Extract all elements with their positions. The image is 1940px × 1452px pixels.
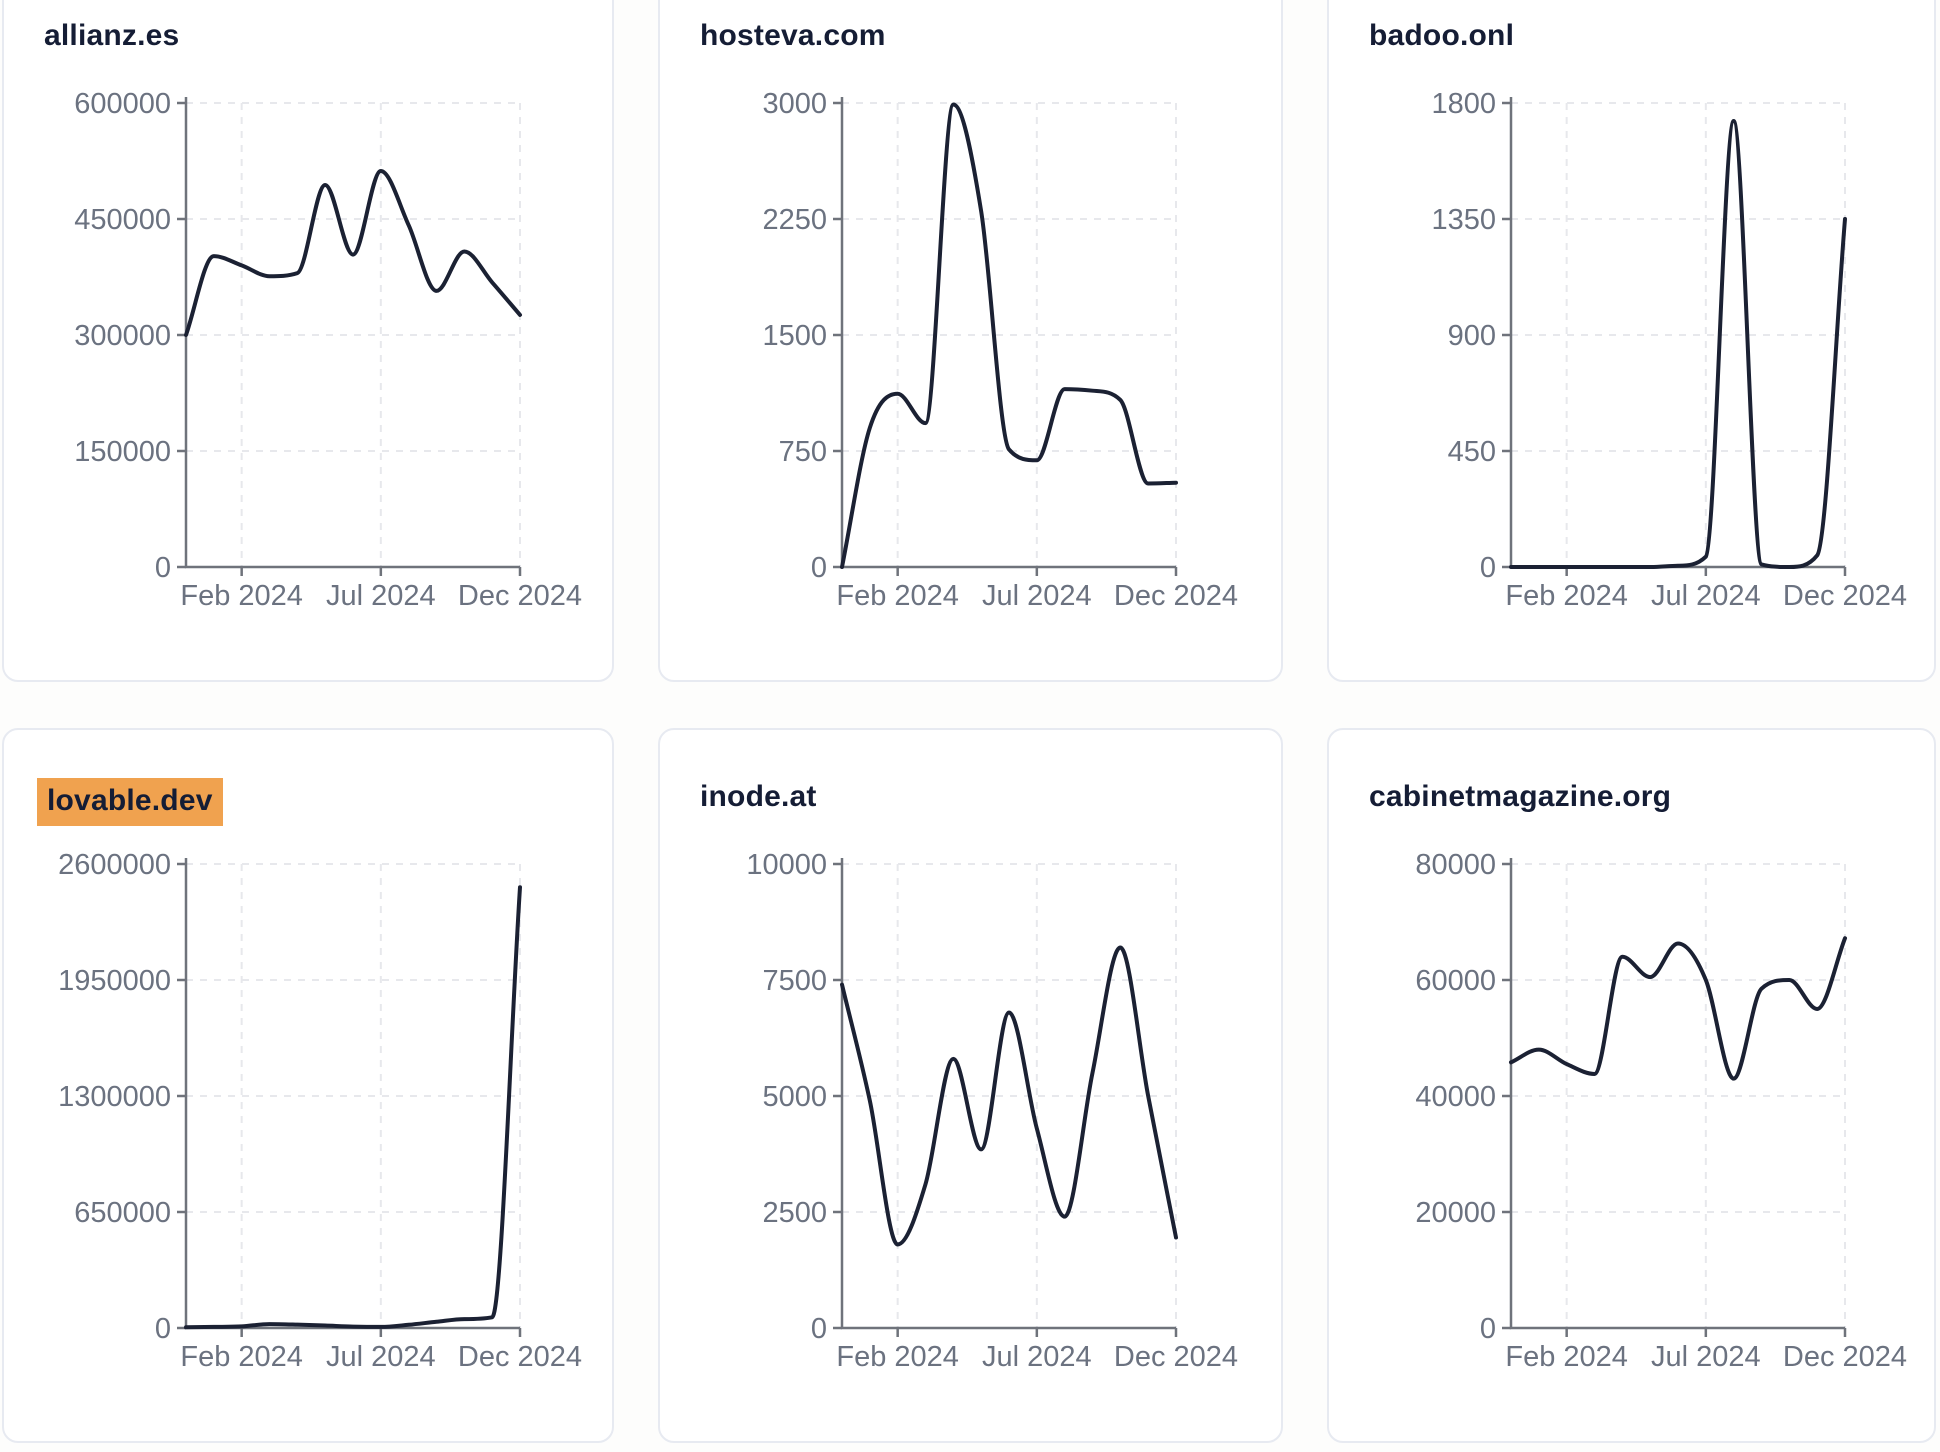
svg-text:Dec 2024: Dec 2024 bbox=[1783, 1341, 1907, 1373]
svg-text:3000: 3000 bbox=[762, 88, 827, 120]
svg-text:150000: 150000 bbox=[74, 436, 171, 468]
chart-title-text: badoo.onl bbox=[1369, 19, 1515, 52]
svg-text:Feb 2024: Feb 2024 bbox=[180, 1341, 303, 1373]
svg-text:1950000: 1950000 bbox=[58, 965, 171, 997]
svg-text:80000: 80000 bbox=[1415, 849, 1496, 881]
svg-text:2600000: 2600000 bbox=[58, 849, 171, 881]
svg-text:Jul 2024: Jul 2024 bbox=[326, 580, 436, 612]
svg-text:0: 0 bbox=[1480, 1313, 1496, 1345]
chart-title: allianz.es bbox=[44, 17, 179, 55]
chart-card-inode-at: inode.at 0 2500 5000 7500 10000 Feb 2024 Jul 2… bbox=[658, 728, 1283, 1443]
line-chart-inode-at: 0 2500 5000 7500 10000 Feb 2024 Jul 2024 Dec 20… bbox=[746, 849, 1238, 1373]
svg-text:Feb 2024: Feb 2024 bbox=[1505, 580, 1628, 612]
svg-text:0: 0 bbox=[1480, 552, 1496, 584]
svg-text:Jul 2024: Jul 2024 bbox=[1651, 580, 1761, 612]
svg-text:Feb 2024: Feb 2024 bbox=[836, 1341, 959, 1373]
chart-card-badoo-onl: badoo.onl 0 450 900 1350 1800 Feb 2024 Jul 202… bbox=[1327, 0, 1936, 682]
svg-text:0: 0 bbox=[155, 552, 171, 584]
chart-title: cabinetmagazine.org bbox=[1369, 778, 1671, 816]
svg-text:Dec 2024: Dec 2024 bbox=[1783, 580, 1907, 612]
svg-text:5000: 5000 bbox=[762, 1081, 827, 1113]
svg-text:2250: 2250 bbox=[762, 204, 827, 236]
chart-title-text: hosteva.com bbox=[700, 19, 886, 52]
svg-text:0: 0 bbox=[811, 1313, 827, 1345]
chart-card-lovable-dev: lovable.dev 0 650000 1300000 1950000 2600000… bbox=[2, 728, 614, 1443]
line-chart-hosteva-com: 0 750 1500 2250 3000 Feb 2024 Jul 2024 Dec 2024 bbox=[762, 88, 1238, 612]
chart-title-text: inode.at bbox=[700, 780, 817, 813]
svg-text:Feb 2024: Feb 2024 bbox=[180, 580, 303, 612]
chart-title-text: allianz.es bbox=[44, 19, 180, 52]
svg-text:Dec 2024: Dec 2024 bbox=[1114, 1341, 1238, 1373]
svg-text:Feb 2024: Feb 2024 bbox=[836, 580, 959, 612]
line-chart-lovable-dev: 0 650000 1300000 1950000 2600000 Feb 2024 Jul … bbox=[58, 849, 582, 1373]
svg-text:300000: 300000 bbox=[74, 320, 171, 352]
svg-text:7500: 7500 bbox=[762, 965, 827, 997]
svg-text:Feb 2024: Feb 2024 bbox=[1505, 1341, 1628, 1373]
svg-text:450000: 450000 bbox=[74, 204, 171, 236]
svg-text:1300000: 1300000 bbox=[58, 1081, 171, 1113]
svg-text:20000: 20000 bbox=[1415, 1197, 1496, 1229]
svg-text:1500: 1500 bbox=[762, 320, 827, 352]
svg-text:Jul 2024: Jul 2024 bbox=[326, 1341, 436, 1373]
svg-text:40000: 40000 bbox=[1415, 1081, 1496, 1113]
chart-title: badoo.onl bbox=[1369, 17, 1514, 55]
chart-title-highlight: lovable.dev bbox=[37, 778, 223, 826]
line-chart-cabinetmagazine-org: 0 20000 40000 60000 80000 Feb 2024 Jul 2024 Dec… bbox=[1415, 849, 1907, 1373]
chart-card-cabinetmagazine-org: cabinetmagazine.org 0 20000 40000 60000 8000… bbox=[1327, 728, 1936, 1443]
svg-text:450: 450 bbox=[1448, 436, 1496, 468]
svg-text:Dec 2024: Dec 2024 bbox=[458, 1341, 582, 1373]
svg-text:Jul 2024: Jul 2024 bbox=[982, 580, 1092, 612]
svg-text:Dec 2024: Dec 2024 bbox=[1114, 580, 1238, 612]
chart-title: hosteva.com bbox=[700, 17, 886, 55]
line-chart-badoo-onl: 0 450 900 1350 1800 Feb 2024 Jul 2024 Dec 2024 bbox=[1431, 88, 1907, 612]
line-chart-allianz-es: 0 150000 300000 450000 600000 Feb 2024 Jul 202… bbox=[74, 88, 582, 612]
svg-text:0: 0 bbox=[811, 552, 827, 584]
svg-text:10000: 10000 bbox=[746, 849, 827, 881]
svg-text:60000: 60000 bbox=[1415, 965, 1496, 997]
chart-title: inode.at bbox=[700, 778, 817, 816]
chart-card-hosteva-com: hosteva.com 0 750 1500 2250 3000 Feb 2024 Jul … bbox=[658, 0, 1283, 682]
svg-text:Jul 2024: Jul 2024 bbox=[1651, 1341, 1761, 1373]
svg-text:Jul 2024: Jul 2024 bbox=[982, 1341, 1092, 1373]
svg-text:2500: 2500 bbox=[762, 1197, 827, 1229]
chart-card-allianz-es: allianz.es 0 150000 300000 450000 600000 Feb … bbox=[2, 0, 614, 682]
svg-text:1350: 1350 bbox=[1431, 204, 1496, 236]
svg-text:900: 900 bbox=[1448, 320, 1496, 352]
svg-text:750: 750 bbox=[779, 436, 827, 468]
svg-text:650000: 650000 bbox=[74, 1197, 171, 1229]
chart-title-text: cabinetmagazine.org bbox=[1369, 780, 1672, 813]
svg-text:1800: 1800 bbox=[1431, 88, 1496, 120]
svg-text:600000: 600000 bbox=[74, 88, 171, 120]
chart-title: lovable.dev bbox=[37, 778, 223, 826]
svg-text:Dec 2024: Dec 2024 bbox=[458, 580, 582, 612]
svg-text:0: 0 bbox=[155, 1313, 171, 1345]
